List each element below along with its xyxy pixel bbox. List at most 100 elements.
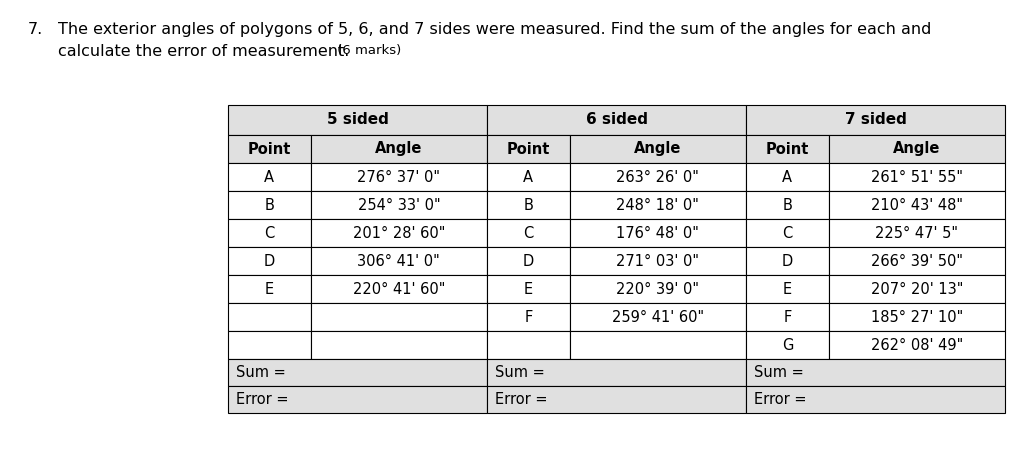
Text: Point: Point: [766, 142, 809, 157]
Bar: [746, 105, 1005, 135]
Bar: [310, 247, 487, 275]
Bar: [828, 331, 1005, 359]
Bar: [828, 303, 1005, 331]
Bar: [487, 331, 569, 359]
Text: 176° 48' 0": 176° 48' 0": [616, 226, 699, 240]
Text: D: D: [781, 254, 793, 268]
Text: A: A: [523, 170, 534, 185]
Bar: [828, 191, 1005, 219]
Text: The exterior angles of polygons of 5, 6, and 7 sides were measured. Find the sum: The exterior angles of polygons of 5, 6,…: [58, 22, 932, 37]
Text: E: E: [524, 281, 532, 296]
Bar: [487, 247, 569, 275]
Text: F: F: [783, 309, 792, 324]
Text: D: D: [264, 254, 275, 268]
Bar: [828, 247, 1005, 275]
Text: 266° 39' 50": 266° 39' 50": [870, 254, 963, 268]
Bar: [487, 105, 746, 135]
Text: F: F: [524, 309, 532, 324]
Text: (6 marks): (6 marks): [333, 44, 401, 57]
Text: B: B: [523, 198, 534, 212]
Bar: [487, 219, 569, 247]
Bar: [310, 191, 487, 219]
Text: Error =: Error =: [754, 392, 807, 407]
Text: 262° 08' 49": 262° 08' 49": [870, 337, 963, 352]
Text: C: C: [523, 226, 534, 240]
Bar: [828, 163, 1005, 191]
Bar: [569, 219, 746, 247]
Bar: [746, 331, 828, 359]
Text: 263° 26' 0": 263° 26' 0": [616, 170, 699, 185]
Bar: [310, 163, 487, 191]
Bar: [487, 303, 569, 331]
Text: G: G: [781, 337, 793, 352]
Bar: [828, 135, 1005, 163]
Text: C: C: [782, 226, 793, 240]
Text: calculate the error of measurement.: calculate the error of measurement.: [58, 44, 349, 59]
Bar: [487, 163, 569, 191]
Text: E: E: [265, 281, 274, 296]
Text: 276° 37' 0": 276° 37' 0": [357, 170, 440, 185]
Bar: [228, 219, 310, 247]
Bar: [746, 303, 828, 331]
Bar: [310, 135, 487, 163]
Bar: [746, 135, 828, 163]
Bar: [487, 275, 569, 303]
Text: 220° 41' 60": 220° 41' 60": [352, 281, 445, 296]
Bar: [828, 275, 1005, 303]
Bar: [746, 275, 828, 303]
Text: 7 sided: 7 sided: [845, 112, 906, 128]
Bar: [487, 386, 746, 413]
Text: C: C: [264, 226, 274, 240]
Text: 271° 03' 0": 271° 03' 0": [616, 254, 699, 268]
Bar: [228, 386, 487, 413]
Text: B: B: [782, 198, 793, 212]
Bar: [228, 163, 310, 191]
Bar: [228, 275, 310, 303]
Bar: [746, 247, 828, 275]
Text: 306° 41' 0": 306° 41' 0": [357, 254, 440, 268]
Bar: [310, 275, 487, 303]
Text: 207° 20' 13": 207° 20' 13": [870, 281, 963, 296]
Text: 201° 28' 60": 201° 28' 60": [352, 226, 445, 240]
Bar: [569, 331, 746, 359]
Text: Angle: Angle: [893, 142, 941, 157]
Bar: [746, 219, 828, 247]
Bar: [228, 303, 310, 331]
Text: 259° 41' 60": 259° 41' 60": [611, 309, 703, 324]
Text: Point: Point: [507, 142, 550, 157]
Text: 5 sided: 5 sided: [327, 112, 388, 128]
Text: Point: Point: [248, 142, 291, 157]
Text: 210° 43' 48": 210° 43' 48": [870, 198, 963, 212]
Bar: [569, 135, 746, 163]
Text: 225° 47' 5": 225° 47' 5": [876, 226, 958, 240]
Bar: [228, 247, 310, 275]
Text: 220° 39' 0": 220° 39' 0": [616, 281, 699, 296]
Text: B: B: [264, 198, 274, 212]
Text: E: E: [782, 281, 792, 296]
Bar: [569, 247, 746, 275]
Bar: [746, 191, 828, 219]
Bar: [310, 331, 487, 359]
Text: Angle: Angle: [375, 142, 423, 157]
Bar: [487, 359, 746, 386]
Text: Sum =: Sum =: [495, 365, 545, 380]
Text: Error =: Error =: [236, 392, 289, 407]
Text: Sum =: Sum =: [754, 365, 804, 380]
Bar: [746, 163, 828, 191]
Bar: [569, 303, 746, 331]
Text: A: A: [264, 170, 274, 185]
Bar: [746, 386, 1005, 413]
Text: D: D: [522, 254, 534, 268]
Text: 261° 51' 55": 261° 51' 55": [870, 170, 963, 185]
Bar: [228, 135, 310, 163]
Text: 248° 18' 0": 248° 18' 0": [616, 198, 699, 212]
Text: 254° 33' 0": 254° 33' 0": [357, 198, 440, 212]
Bar: [228, 191, 310, 219]
Bar: [569, 163, 746, 191]
Text: 6 sided: 6 sided: [586, 112, 647, 128]
Bar: [487, 191, 569, 219]
Text: 7.: 7.: [28, 22, 43, 37]
Bar: [310, 303, 487, 331]
Text: Sum =: Sum =: [236, 365, 286, 380]
Bar: [228, 359, 487, 386]
